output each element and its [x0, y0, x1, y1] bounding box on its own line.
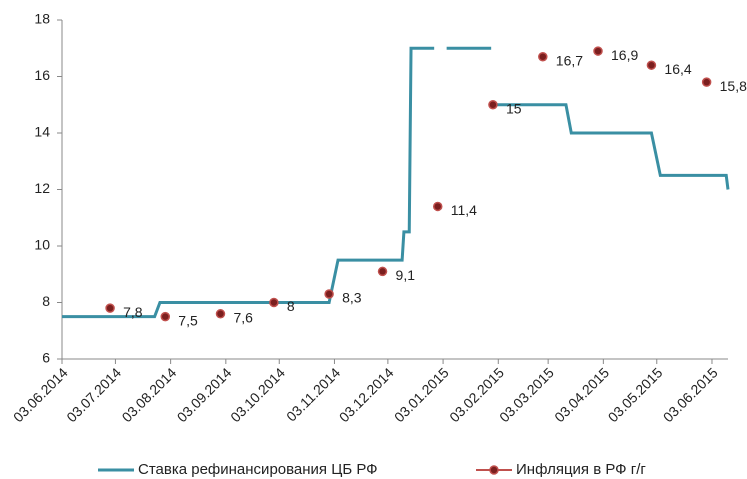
data-label: 11,4: [451, 202, 477, 218]
x-tick-label: 03.04.2015: [551, 364, 612, 425]
inflation-point: [324, 289, 334, 299]
y-tick-label: 12: [34, 180, 50, 196]
y-tick-label: 18: [34, 11, 50, 27]
x-tick-label: 03.01.2015: [391, 364, 452, 425]
x-tick-label: 03.06.2014: [10, 364, 71, 425]
legend-label: Инфляция в РФ г/г: [516, 461, 646, 478]
x-tick-label: 03.08.2014: [118, 364, 179, 425]
legend-marker: [489, 465, 499, 475]
inflation-point: [432, 201, 443, 212]
rate-line: [62, 46, 730, 319]
inflation-point: [701, 77, 712, 87]
data-label: 16,9: [611, 47, 638, 63]
inflation-point: [646, 60, 657, 70]
x-tick-label: 03.06.2015: [660, 364, 721, 425]
x-tick-label: 03.09.2014: [174, 364, 235, 425]
data-label: 7,8: [123, 304, 143, 320]
data-label: 15: [506, 100, 522, 116]
data-label: 16,4: [664, 61, 691, 77]
inflation-point: [593, 46, 603, 56]
data-label: 16,7: [556, 52, 583, 68]
data-label: 8: [287, 298, 295, 314]
x-tick-label: 03.12.2014: [336, 364, 397, 425]
x-tick-label: 03.05.2015: [605, 364, 666, 425]
inflation-point: [488, 100, 498, 110]
inflation-point: [215, 309, 226, 319]
data-label: 8,3: [342, 290, 362, 306]
data-label: 9,1: [396, 267, 416, 283]
inflation-point: [160, 311, 171, 322]
inflation-point: [105, 303, 115, 313]
data-label: 7,5: [178, 312, 198, 328]
y-tick-label: 16: [34, 67, 50, 83]
x-tick-label: 03.03.2015: [496, 364, 557, 425]
y-tick-label: 8: [42, 293, 50, 309]
y-tick-label: 14: [34, 124, 50, 140]
legend-label: Ставка рефинансирования ЦБ РФ: [138, 461, 378, 478]
data-label: 7,6: [233, 310, 253, 326]
data-label: 15,8: [720, 78, 747, 94]
x-tick-label: 03.10.2014: [227, 364, 288, 425]
x-tick-label: 03.07.2014: [63, 364, 124, 425]
y-tick-label: 10: [34, 237, 50, 253]
inflation-point: [377, 266, 388, 277]
y-tick-label: 6: [42, 350, 50, 366]
x-tick-label: 03.11.2014: [283, 364, 343, 424]
inflation-point: [538, 51, 548, 62]
inflation-point: [269, 297, 279, 308]
